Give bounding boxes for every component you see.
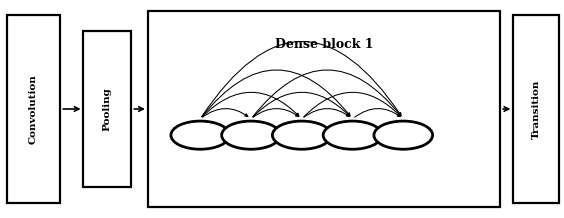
Ellipse shape <box>272 121 331 149</box>
Ellipse shape <box>374 121 433 149</box>
Bar <box>148 11 500 207</box>
Text: Convolution: Convolution <box>29 74 38 144</box>
Ellipse shape <box>171 121 230 149</box>
Bar <box>83 31 131 187</box>
Text: Transition: Transition <box>532 79 541 139</box>
Text: Dense block 1: Dense block 1 <box>275 38 373 51</box>
Bar <box>513 15 559 203</box>
Bar <box>7 15 60 203</box>
Ellipse shape <box>222 121 280 149</box>
Ellipse shape <box>323 121 382 149</box>
Text: Pooling: Pooling <box>103 87 112 131</box>
